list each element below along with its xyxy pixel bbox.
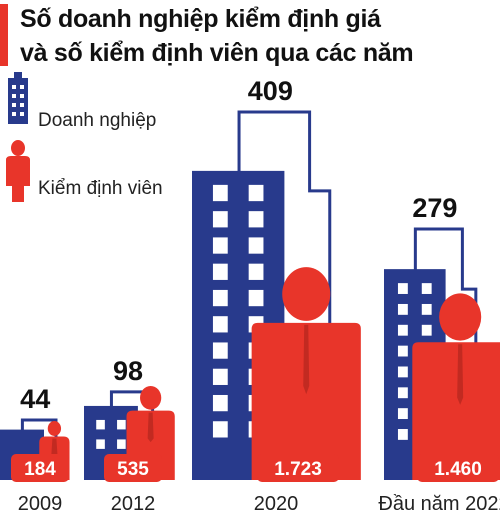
person-head-2 <box>282 267 331 321</box>
window <box>212 263 228 280</box>
window <box>397 366 408 378</box>
window <box>397 345 408 357</box>
window <box>397 303 408 315</box>
badge-bg-0 <box>11 454 69 482</box>
legend-label-doanh-nghiep: Doanh nghiệp <box>38 110 157 131</box>
window <box>117 419 126 430</box>
label-doanh-nghiep-3: 279 <box>412 193 457 223</box>
group-1: 98 535 2012 <box>84 356 175 515</box>
window <box>212 342 228 359</box>
person-head-0 <box>47 421 62 436</box>
bar-kiem-dinh-vien-3 <box>412 342 500 480</box>
bar-kiem-dinh-vien-2 <box>251 322 361 480</box>
person-head-1 <box>140 385 162 410</box>
title-line-2: và số kiểm định viên qua các năm <box>20 39 414 67</box>
window <box>96 419 105 430</box>
window <box>212 368 228 385</box>
tie <box>51 438 58 457</box>
badge-bg-3 <box>417 454 499 482</box>
category-label-2: 2020 <box>254 493 299 515</box>
window <box>397 387 408 399</box>
window <box>248 289 264 307</box>
window <box>421 324 432 336</box>
title-line-1: Số doanh nghiệp kiểm định giá <box>20 5 381 33</box>
tie <box>457 344 464 405</box>
label-kiem-dinh-vien-3: 1.460 <box>434 459 482 480</box>
window <box>397 429 408 440</box>
title-accent-bar <box>0 4 8 66</box>
window <box>248 237 264 254</box>
person-icon <box>6 140 30 202</box>
tie <box>303 324 310 395</box>
window <box>96 439 105 449</box>
label-doanh-nghiep-0: 44 <box>20 384 50 414</box>
window <box>212 316 228 333</box>
window <box>212 237 228 254</box>
chart-bars: 44 184 2009 98 535 2012 409 1.723 2020 279 1.460 Đầ… <box>0 76 500 515</box>
label-doanh-nghiep-2: 409 <box>248 76 293 106</box>
badge-bg-1 <box>104 454 162 482</box>
legend-label-kiem-dinh-vien: Kiểm định viên <box>38 178 163 199</box>
person-head-3 <box>439 293 482 341</box>
category-label-3: Đầu năm 2022 <box>378 493 500 515</box>
label-kiem-dinh-vien-1: 535 <box>117 459 149 480</box>
window <box>397 324 408 336</box>
window <box>212 421 228 438</box>
chart-title: Số doanh nghiệp kiểm định giá và số kiểm… <box>20 2 490 70</box>
category-label-1: 2012 <box>111 493 156 515</box>
window <box>117 439 126 449</box>
tie <box>147 412 154 443</box>
window <box>397 283 408 294</box>
window <box>248 211 264 228</box>
window <box>421 283 432 294</box>
window <box>212 289 228 307</box>
window <box>421 303 432 315</box>
label-kiem-dinh-vien-2: 1.723 <box>274 459 322 480</box>
building-icon <box>8 72 28 124</box>
window <box>248 263 264 280</box>
window <box>212 184 228 202</box>
label-kiem-dinh-vien-0: 184 <box>24 459 56 480</box>
window <box>248 184 264 202</box>
legend <box>6 72 30 202</box>
window <box>212 211 228 228</box>
group-0: 44 184 2009 <box>0 384 70 515</box>
group-2: 409 1.723 2020 <box>192 76 361 515</box>
category-label-0: 2009 <box>18 493 63 515</box>
group-3: 279 1.460 Đầu năm 2022 <box>378 193 500 515</box>
label-doanh-nghiep-1: 98 <box>113 356 143 386</box>
window <box>212 394 228 412</box>
window <box>397 408 408 420</box>
badge-bg-2 <box>257 454 339 482</box>
